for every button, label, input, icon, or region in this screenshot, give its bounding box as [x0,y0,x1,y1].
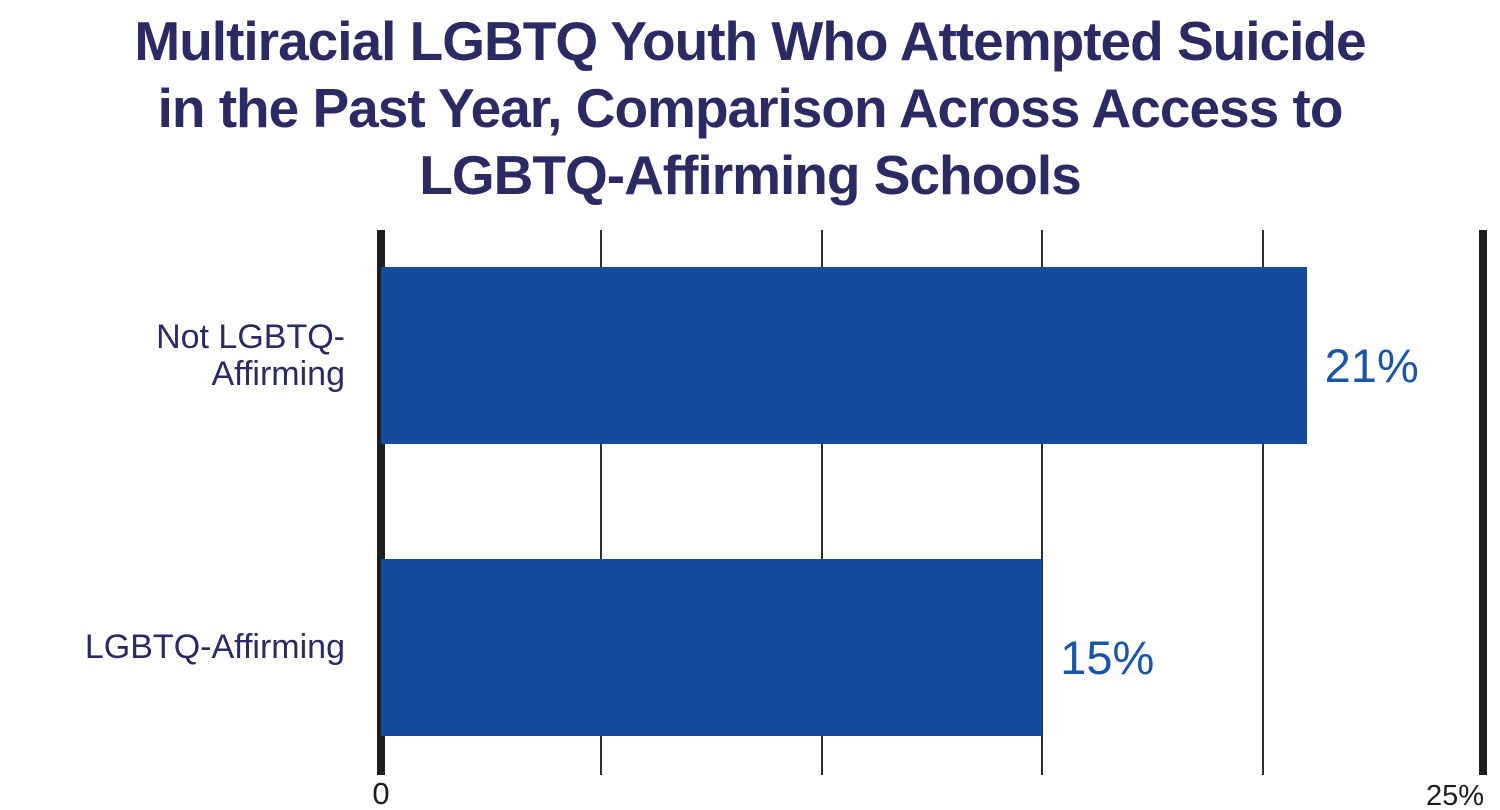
category-label-line: LGBTQ-Affirming [84,628,345,666]
category-label-line: Not LGBTQ- [156,317,345,356]
value-label-not-lgbtq-affirming: 21% [1324,339,1419,392]
value-label-lgbtq-affirming: 15% [1060,631,1155,684]
x-axis-tick-min: 0 [372,776,390,810]
category-label-lgbtq-affirming: LGBTQ-Affirming [40,559,345,736]
chart-title-line-1: Multiracial LGBTQ Youth Who Attempted Su… [134,10,1366,72]
category-label-not-lgbtq-affirming: Not LGBTQ- Affirming [40,267,345,444]
x-axis-max-line [1479,230,1487,775]
chart-title-line-2: in the Past Year, Comparison Across Acce… [157,77,1344,139]
gridline [600,230,603,775]
gridline [820,230,823,775]
bar-row-not-lgbtq-affirming: 21% [381,267,1483,444]
plot-area: 21% 15% [377,230,1487,775]
y-axis-line [377,230,385,775]
chart-title-line-3: LGBTQ-Affirming Schools [419,144,1081,206]
chart-title: Multiracial LGBTQ Youth Who Attempted Su… [0,8,1500,209]
x-axis-tick-max: 25% [1425,780,1484,810]
bar-not-lgbtq-affirming [381,267,1307,444]
category-label-line: Affirming [211,354,345,393]
bar-lgbtq-affirming [381,559,1043,736]
gridline [1041,230,1044,775]
gridline [1261,230,1264,775]
bar-row-lgbtq-affirming: 15% [381,559,1483,736]
